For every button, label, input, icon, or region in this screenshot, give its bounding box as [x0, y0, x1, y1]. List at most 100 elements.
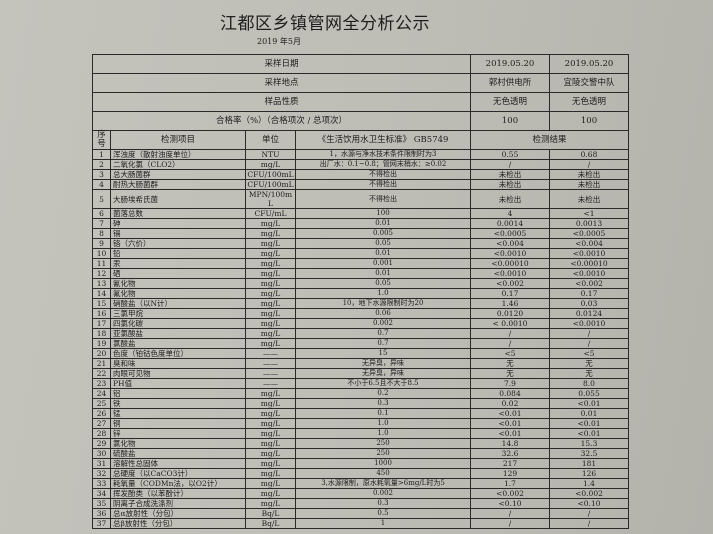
- row-item: 大肠埃希氏菌: [110, 189, 246, 209]
- table-row: 26 锰 mg/L 0.1 <0.01 0.01: [92, 408, 629, 419]
- row-item: 硒: [110, 268, 246, 279]
- row-result-1: /: [470, 518, 550, 529]
- row-result-1: 217: [470, 458, 550, 469]
- row-item: 亚氯酸盐: [110, 328, 246, 339]
- row-result-1: <0.01: [470, 428, 550, 439]
- table-row: 35 阴离子合成洗涤剂 mg/L 0.3 <0.10 <0.10: [92, 498, 629, 509]
- row-standard: 0.01: [295, 248, 471, 259]
- table-row: 25 铁 mg/L 0.3 0.02 <0.01: [92, 398, 629, 409]
- row-unit: mg/L: [245, 388, 296, 399]
- header-row: 序号 检测项目 单位 《生活饮用水卫生标准》 GB5749 检测结果: [92, 130, 629, 150]
- row-no: 32: [92, 468, 111, 479]
- col-standard: 《生活饮用水卫生标准》 GB5749: [295, 130, 471, 150]
- row-unit: mg/L: [245, 228, 296, 239]
- row-no: 11: [92, 258, 111, 269]
- row-result-1: 无: [470, 368, 550, 379]
- row-no: 31: [92, 458, 111, 469]
- meta-row: 样品性质 无色透明 无色透明: [92, 92, 629, 112]
- row-no: 24: [92, 388, 111, 399]
- table-row: 12 硒 mg/L 0.01 <0.0010 <0.0010: [92, 268, 629, 279]
- row-no: 7: [92, 218, 111, 229]
- row-unit: mg/L: [245, 448, 296, 459]
- table-row: 24 铝 mg/L 0.2 0.084 0.055: [92, 388, 629, 399]
- table-row: 34 挥发酚类（以苯酚计） mg/L 0.002 <0.002 <0.002: [92, 488, 629, 499]
- row-no: 26: [92, 408, 111, 419]
- row-no: 16: [92, 308, 111, 319]
- table-row: 5 大肠埃希氏菌 MPN/100mL 不得检出 未检出 未检出: [92, 189, 629, 209]
- row-item: 硫酸盐: [110, 448, 246, 459]
- row-result-1: 未检出: [470, 189, 550, 209]
- row-no: 28: [92, 428, 111, 439]
- row-no: 35: [92, 498, 111, 509]
- row-unit: mg/L: [245, 218, 296, 229]
- row-standard: 无异臭，异味: [295, 358, 471, 369]
- row-result-2: <0.00010: [549, 258, 629, 269]
- table-row: 14 氟化物 mg/L 1.0 0.17 0.17: [92, 288, 629, 299]
- row-item: 阴离子合成洗涤剂: [110, 498, 246, 509]
- col-item: 检测项目: [110, 130, 246, 150]
- row-standard: 450: [295, 468, 471, 479]
- meta-label: 采样地点: [92, 73, 471, 93]
- table-row: 29 氯化物 mg/L 250 14.8 15.3: [92, 438, 629, 449]
- row-result-1: 未检出: [470, 179, 550, 190]
- row-unit: mg/L: [245, 268, 296, 279]
- row-no: 22: [92, 368, 111, 379]
- meta-label: 采样日期: [92, 54, 471, 74]
- row-standard: 0.005: [295, 228, 471, 239]
- row-item: 铁: [110, 398, 246, 409]
- table-row: 36 总α放射性（分包） Bq/L 0.5//: [92, 508, 629, 519]
- row-item: 铅: [110, 248, 246, 259]
- row-item: 锰: [110, 408, 246, 419]
- row-unit: mg/L: [245, 468, 296, 479]
- row-result-2: 8.0: [549, 378, 629, 389]
- row-no: 27: [92, 418, 111, 429]
- row-no: 21: [92, 358, 111, 369]
- row-standard: 100: [295, 208, 471, 219]
- row-no: 37: [92, 518, 111, 529]
- row-item: 锌: [110, 428, 246, 439]
- row-item: 铜: [110, 418, 246, 429]
- row-standard: 250: [295, 438, 471, 449]
- row-standard: 250: [295, 448, 471, 459]
- document-subtitle: 2019 年5月: [257, 37, 301, 46]
- row-no: 19: [92, 338, 111, 349]
- row-standard: 0.002: [295, 318, 471, 329]
- row-standard: 0.01: [295, 218, 471, 229]
- table-row: 28 锌 mg/L 1.0 <0.01 <0.01: [92, 428, 629, 439]
- table-row: 9 铬（六价） mg/L 0.05 <0.004 <0.004: [92, 238, 629, 249]
- row-item: 三氯甲烷: [110, 308, 246, 319]
- row-unit: mg/L: [245, 258, 296, 269]
- row-standard: 10，地下水源限制时为20: [295, 298, 471, 309]
- row-no: 17: [92, 318, 111, 329]
- row-result-1: 129: [470, 468, 550, 479]
- row-no: 30: [92, 448, 111, 459]
- row-result-2: 0.0013: [549, 218, 629, 229]
- col-result: 检测结果: [470, 130, 629, 150]
- row-result-2: <0.004: [549, 238, 629, 249]
- row-result-2: /: [549, 508, 629, 519]
- meta-value-2: 100: [549, 111, 629, 131]
- row-unit: MPN/100mL: [245, 189, 296, 209]
- row-result-1: 0.02: [470, 398, 550, 409]
- row-result-1: 7.9: [470, 378, 550, 389]
- row-result-1: <0.01: [470, 408, 550, 419]
- table-row: 31 溶解性总固体 mg/L 1000 217 181: [92, 458, 629, 469]
- row-result-2: 126: [549, 468, 629, 479]
- meta-value-2: 宜陵交警中队: [549, 73, 629, 93]
- row-result-2: <0.002: [549, 278, 629, 289]
- row-result-1: 4: [470, 208, 550, 219]
- row-result-1: 0.084: [470, 388, 550, 399]
- row-result-2: <0.0005: [549, 228, 629, 239]
- row-standard: 不得检出: [295, 179, 471, 190]
- meta-value-1: 2019.05.20: [470, 54, 550, 74]
- row-unit: mg/L: [245, 488, 296, 499]
- row-unit: Bq/L: [245, 518, 296, 529]
- row-result-2: 未检出: [549, 179, 629, 190]
- row-standard: 无异臭，异味: [295, 368, 471, 379]
- row-result-1: 0.0014: [470, 218, 550, 229]
- table-row: 23 PH值 —— 不小于6.5且不大于8.5 7.9 8.0: [92, 378, 629, 389]
- row-result-1: 未检出: [470, 169, 550, 180]
- table-row: 16 三氯甲烷 mg/L 0.06 0.0120 0.0124: [92, 308, 629, 319]
- row-standard: 0.002: [295, 488, 471, 499]
- row-no: 12: [92, 268, 111, 279]
